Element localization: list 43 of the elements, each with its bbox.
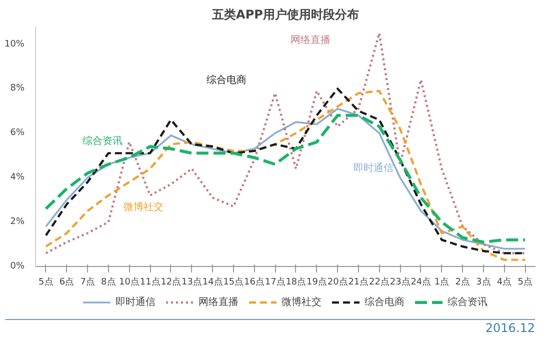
x-tick-label: 8点	[101, 276, 116, 288]
x-tick-label: 5点	[38, 276, 54, 288]
legend-label: 综合电商	[364, 296, 404, 309]
annotation: 微博社交	[124, 201, 164, 213]
x-tick-label: 6点	[59, 276, 74, 288]
x-tick-label: 7点	[80, 276, 95, 288]
y-tick-label: 10%	[4, 39, 25, 50]
x-tick-label: 13点	[182, 276, 202, 288]
x-tick-label: 14点	[202, 276, 223, 288]
y-tick-label: 2%	[10, 217, 25, 228]
x-tick-label: 10点	[119, 276, 140, 288]
x-tick-label: 21点	[348, 276, 369, 288]
x-tick-label: 11点	[140, 276, 160, 288]
x-tick-label: 19点	[306, 276, 327, 288]
y-tick-label: 6%	[10, 128, 25, 138]
x-tick-label: 23点	[390, 276, 410, 288]
x-tick-label: 22点	[369, 276, 390, 288]
text: 2016.12	[485, 320, 535, 337]
legend-label: 综合资讯	[448, 296, 488, 309]
chart-title: 五类APP用户使用时段分布	[211, 8, 359, 22]
x-tick-label: 24点	[410, 276, 432, 288]
annotation: 即时通信	[354, 162, 394, 174]
legend-label: 网络直播	[198, 296, 238, 309]
x-tick-label: 3点	[476, 276, 491, 288]
y-tick-label: 8%	[10, 84, 25, 94]
legend-label: 即时通信	[116, 296, 156, 309]
annotation: 网络直播	[290, 34, 330, 46]
annotation: 综合电商	[206, 74, 246, 86]
x-tick-label: 1点	[434, 276, 450, 288]
x-tick-label: 2点	[455, 276, 470, 288]
x-tick-label: 20点	[327, 276, 348, 288]
x-tick-label: 16点	[244, 276, 264, 288]
x-tick-label: 5点	[518, 276, 532, 288]
x-tick-label: 12点	[160, 276, 182, 288]
x-tick-label: 17点	[264, 276, 286, 288]
x-tick-label: 4点	[496, 276, 512, 288]
y-tick-label: 0%	[10, 262, 25, 272]
x-tick-label: 15点	[223, 276, 244, 288]
line-series	[44, 32, 526, 254]
legend-label: 微博社交	[282, 296, 322, 309]
y-tick-label: 4%	[10, 172, 25, 183]
x-tick-label: 18点	[286, 276, 306, 288]
annotation: 综合资讯	[82, 135, 122, 147]
